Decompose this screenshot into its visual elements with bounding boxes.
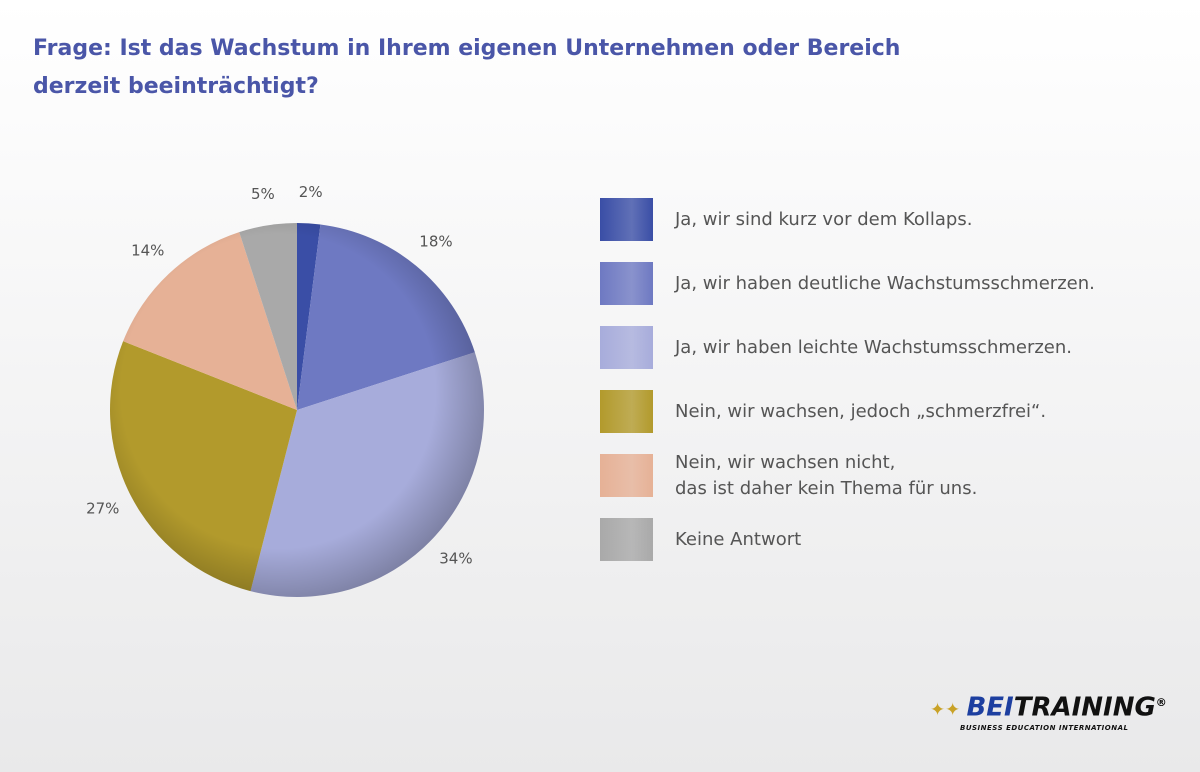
logo-mark: ® xyxy=(1155,696,1167,709)
logo-part1: BEI xyxy=(966,692,1014,723)
legend-item: Ja, wir sind kurz vor dem Kollaps. xyxy=(600,198,972,241)
legend-item: Ja, wir haben leichte Wachstumsschmerzen… xyxy=(600,326,1072,369)
legend-swatch xyxy=(600,390,653,433)
data-label: 18% xyxy=(419,233,452,251)
data-label: 14% xyxy=(131,242,164,260)
legend-item: Nein, wir wachsen nicht, das ist daher k… xyxy=(600,452,977,499)
data-label: 34% xyxy=(439,550,472,568)
logo: ✦✦ BEITRAINING® BUSINESS EDUCATION INTER… xyxy=(930,690,1167,732)
logo-word: ✦✦ BEITRAINING® xyxy=(930,690,1167,724)
legend-swatch xyxy=(600,518,653,561)
legend-item: Keine Antwort xyxy=(600,518,801,561)
legend-swatch xyxy=(600,198,653,241)
legend-label: Ja, wir sind kurz vor dem Kollaps. xyxy=(675,208,973,230)
legend-label: Ja, wir haben leichte Wachstumsschmerzen… xyxy=(675,336,1073,358)
logo-stars: ✦✦ xyxy=(930,699,967,721)
legend-swatch xyxy=(600,326,653,369)
legend-item: Ja, wir haben deutliche Wachstumsschmerz… xyxy=(600,262,1095,305)
chart-title: Frage: Ist das Wachstum in Ihrem eigenen… xyxy=(33,36,901,99)
legend-label: Nein, wir wachsen nicht, das ist daher k… xyxy=(675,451,978,499)
logo-tagline: BUSINESS EDUCATION INTERNATIONAL xyxy=(960,723,1129,732)
legend-label: Keine Antwort xyxy=(675,528,802,550)
data-label: 5% xyxy=(251,185,275,203)
legend-label: Ja, wir haben deutliche Wachstumsschmerz… xyxy=(675,272,1095,294)
data-label: 2% xyxy=(299,183,323,201)
data-label: 27% xyxy=(86,499,119,517)
legend-item: Nein, wir wachsen, jedoch „schmerzfrei“. xyxy=(600,390,1046,433)
logo-part2: TRAINING xyxy=(1013,692,1156,723)
legend-label: Nein, wir wachsen, jedoch „schmerzfrei“. xyxy=(675,400,1047,422)
legend-swatch xyxy=(600,454,653,497)
legend-swatch xyxy=(600,262,653,305)
